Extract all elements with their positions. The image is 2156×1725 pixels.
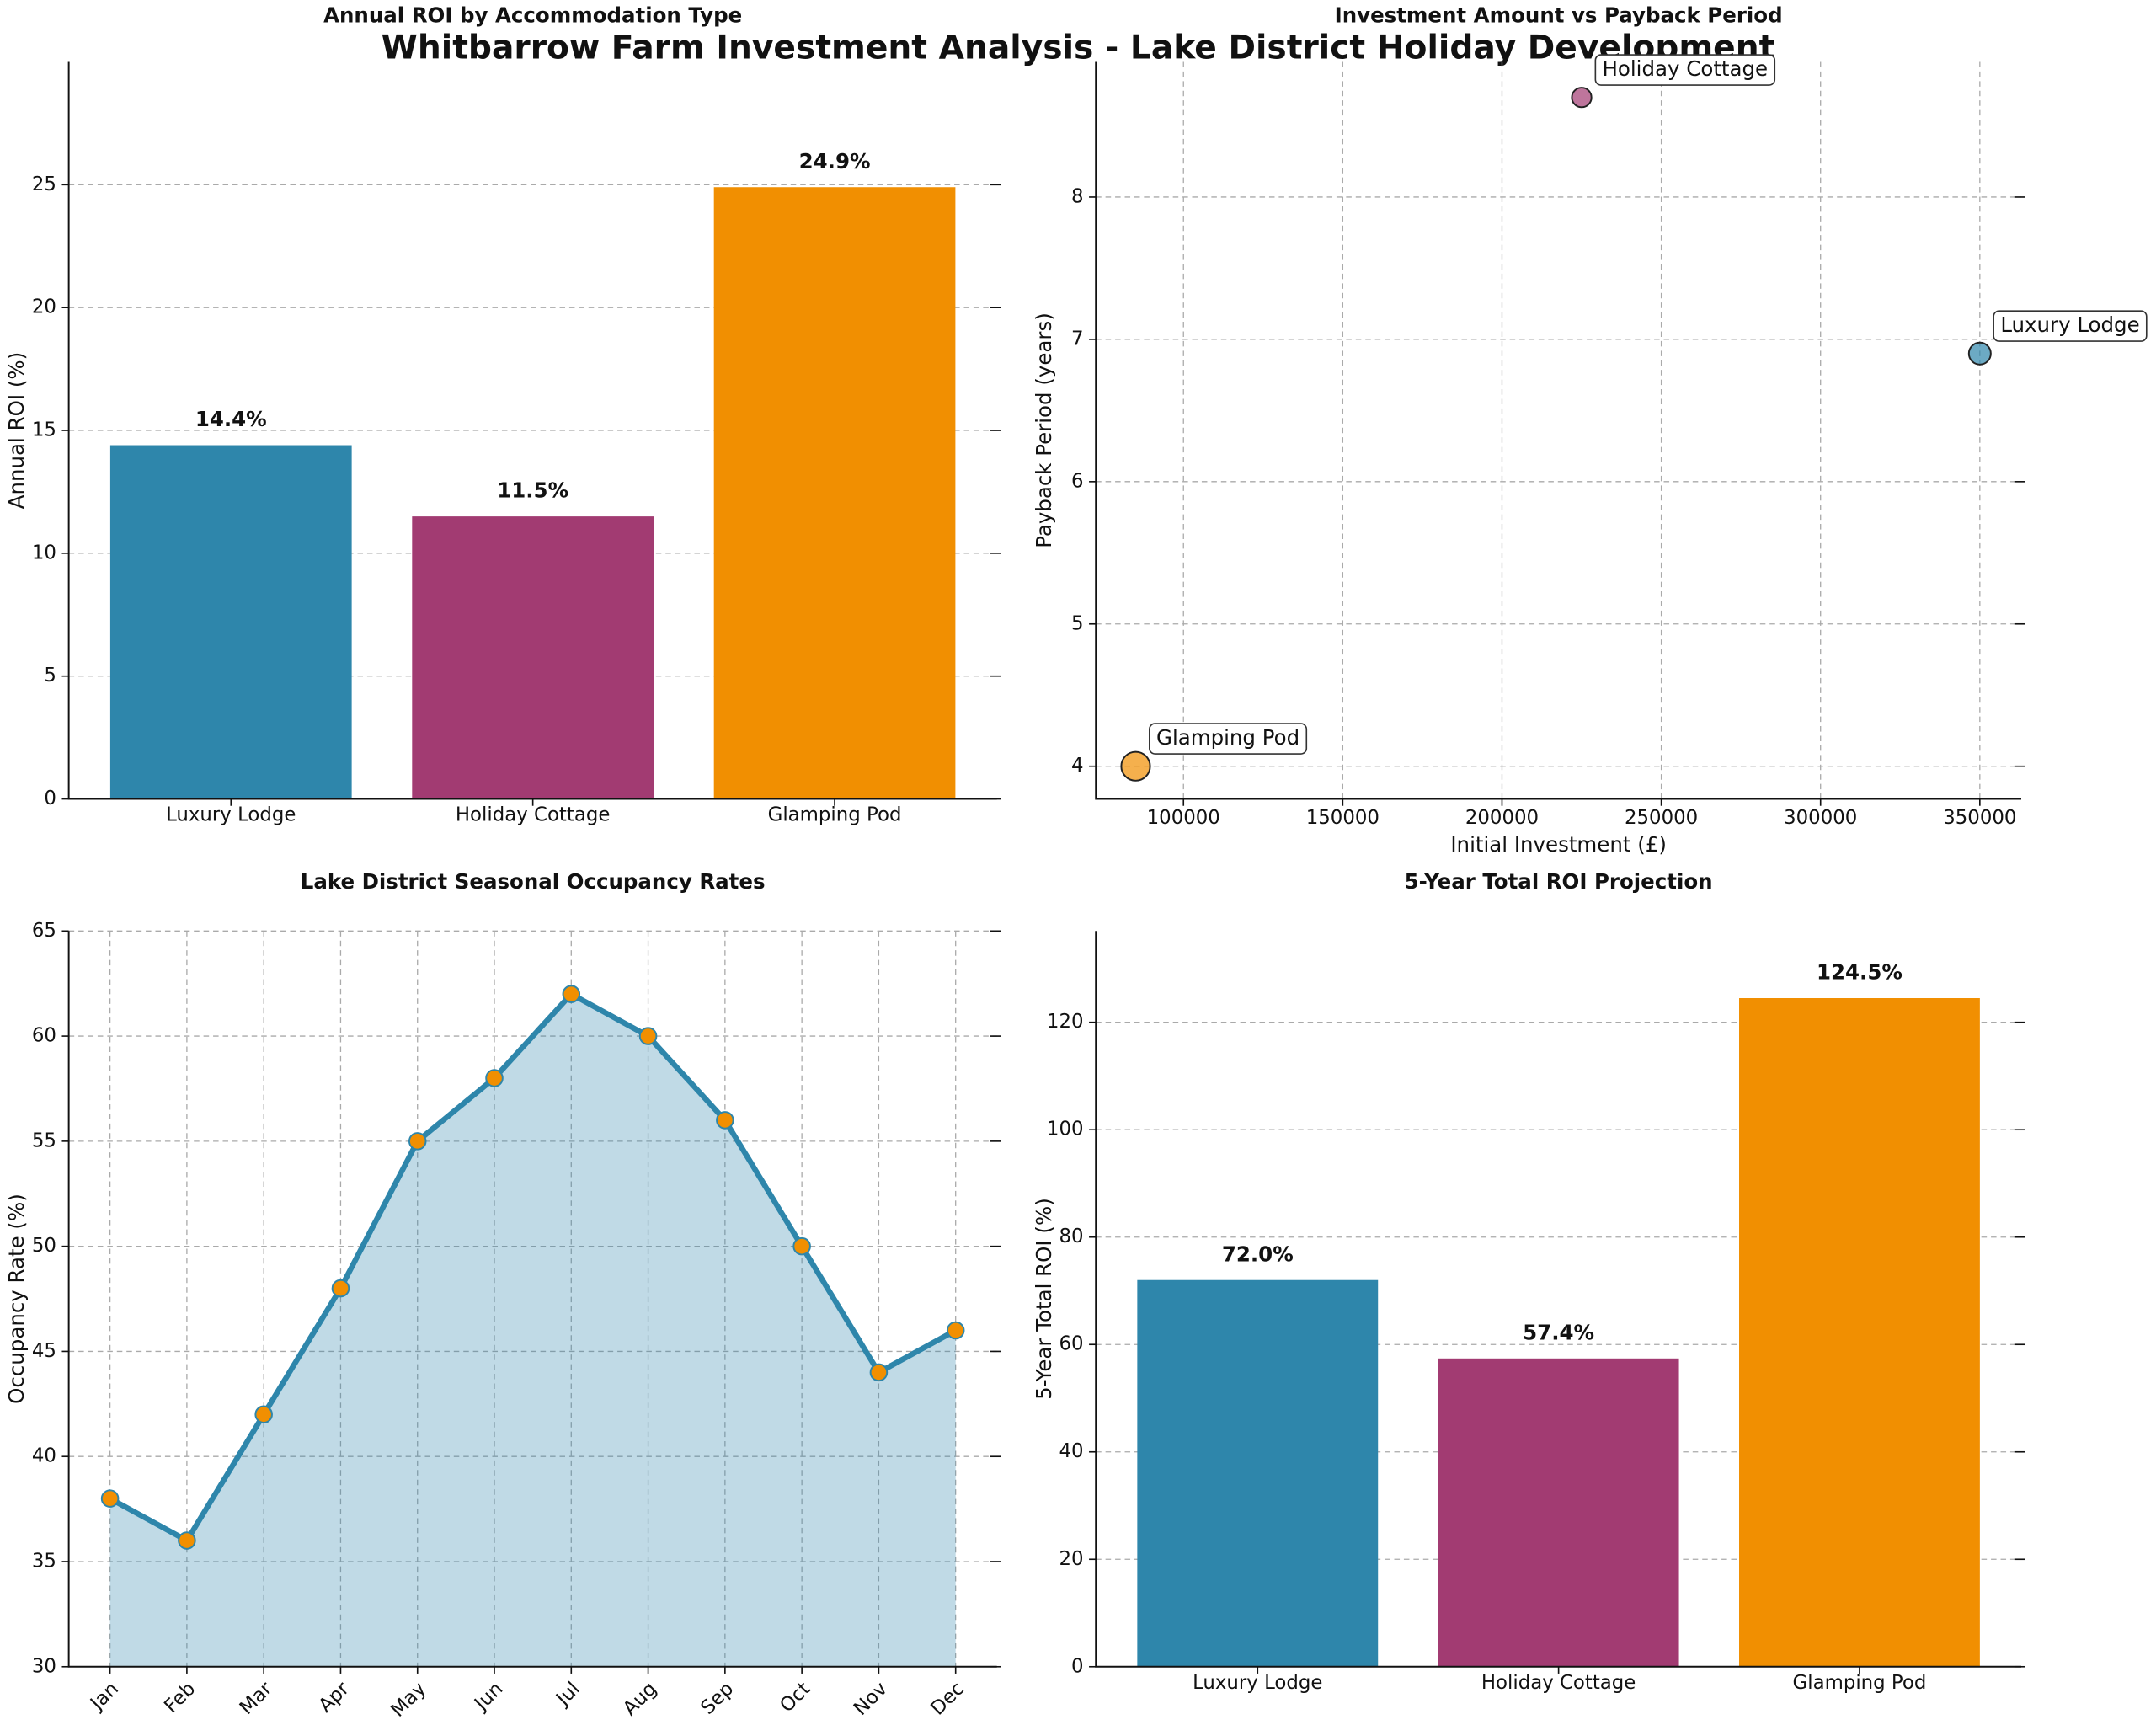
y-tick-label: 10 [32, 542, 56, 563]
annotation: Holiday Cottage [1603, 56, 1769, 81]
y-tick-label: 100 [1047, 1119, 1084, 1140]
y-tick-label: 7 [1071, 328, 1084, 350]
annotation-box [1594, 54, 1776, 86]
value-label: 57.4% [1523, 1320, 1594, 1344]
y-tick-label: 5 [44, 665, 56, 686]
marker [946, 1321, 965, 1340]
x-tick-label: 150000 [1306, 807, 1380, 829]
y-tick-label: 6 [1071, 470, 1084, 492]
marker [331, 1279, 350, 1298]
y-axis-label: 5-Year Total ROI (%) [1032, 1198, 1056, 1400]
bar [713, 187, 956, 799]
x-tick-label: 350000 [1943, 807, 2016, 829]
annotation: Glamping Pod [1156, 725, 1299, 750]
marker [716, 1111, 734, 1130]
x-tick-label: Glamping Pod [1793, 1672, 1927, 1694]
annotation-box [1993, 310, 2148, 342]
marker [792, 1236, 811, 1256]
x-tick-label: Holiday Cottage [456, 804, 611, 826]
y-tick-label: 55 [32, 1130, 56, 1151]
y-tick-label: 35 [32, 1550, 56, 1572]
y-tick-label: 15 [32, 419, 56, 441]
y-tick-label: 45 [32, 1340, 56, 1362]
annotation: Luxury Lodge [2000, 312, 2139, 337]
value-label: 11.5% [497, 478, 568, 503]
x-tick-label: Luxury Lodge [1193, 1672, 1322, 1694]
y-tick-label: 50 [32, 1235, 56, 1257]
bar [1137, 1279, 1379, 1667]
x-tick-label: 100000 [1147, 807, 1220, 829]
marker [254, 1405, 273, 1424]
x-axis-label: Initial Investment (£) [1450, 832, 1667, 857]
marker [485, 1069, 504, 1087]
value-label: 124.5% [1817, 960, 1903, 985]
y-tick-label: 20 [32, 296, 56, 318]
axes [67, 61, 997, 800]
y-tick-label: 25 [32, 174, 56, 195]
point [1571, 87, 1593, 109]
y-tick-label: 120 [1047, 1011, 1084, 1033]
area [109, 994, 956, 1667]
x-tick-label: 250000 [1625, 807, 1698, 829]
y-tick-label: 0 [1071, 1655, 1084, 1677]
annotation-box [1149, 723, 1308, 755]
y-axis-label: Payback Period (years) [1032, 312, 1056, 548]
axes [67, 931, 997, 1668]
chart-title: Lake District Seasonal Occupancy Rates [301, 869, 766, 894]
x-tick-label: Luxury Lodge [166, 804, 296, 826]
bar [412, 516, 654, 799]
axes [1095, 931, 2021, 1668]
marker [408, 1132, 427, 1151]
y-tick-label: 20 [1059, 1548, 1083, 1570]
axes [1095, 61, 2021, 800]
marker [562, 985, 581, 1003]
chart-title: Investment Amount vs Payback Period [1335, 3, 1783, 28]
y-axis-label: Occupancy Rate (%) [4, 1194, 29, 1404]
y-tick-label: 60 [32, 1025, 56, 1047]
line [109, 991, 958, 1545]
bar [109, 445, 352, 799]
point [1967, 341, 1992, 366]
y-tick-label: 65 [32, 920, 56, 942]
x-tick-label: 200000 [1465, 807, 1539, 829]
value-label: 14.4% [195, 407, 267, 431]
chart-title: Annual ROI by Accommodation Type [323, 3, 742, 28]
y-tick-label: 5 [1071, 612, 1084, 634]
point [1120, 750, 1151, 782]
y-tick-label: 4 [1071, 755, 1084, 777]
y-tick-label: 80 [1059, 1226, 1083, 1247]
x-tick-label: 300000 [1784, 807, 1857, 829]
marker [100, 1489, 120, 1508]
value-label: 24.9% [799, 149, 871, 174]
bar [1739, 998, 1980, 1667]
marker [178, 1531, 196, 1550]
x-tick-label: Glamping Pod [768, 804, 902, 826]
chart-title: 5-Year Total ROI Projection [1405, 869, 1713, 894]
value-label: 72.0% [1222, 1242, 1294, 1266]
y-tick-label: 40 [1059, 1440, 1083, 1462]
y-tick-label: 60 [1059, 1333, 1083, 1355]
y-tick-label: 30 [32, 1655, 56, 1677]
y-tick-label: 8 [1071, 185, 1084, 207]
bar [1438, 1358, 1679, 1667]
marker [638, 1027, 658, 1045]
x-tick-label: Holiday Cottage [1481, 1672, 1636, 1694]
figure-title: Whitbarrow Farm Investment Analysis - La… [382, 29, 1775, 67]
marker [869, 1363, 889, 1382]
y-axis-label: Annual ROI (%) [4, 352, 29, 509]
y-tick-label: 0 [44, 788, 56, 809]
y-tick-label: 40 [32, 1445, 56, 1467]
